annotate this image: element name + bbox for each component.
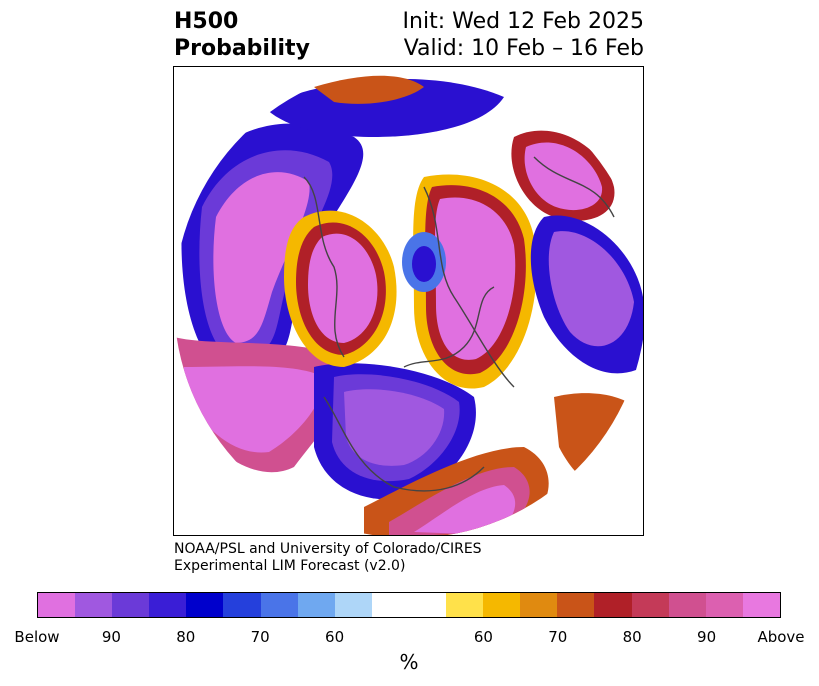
colorbar-segment bbox=[668, 593, 706, 617]
colorbar-segment bbox=[742, 593, 780, 617]
colorbar-segment bbox=[223, 593, 261, 617]
colorbar-segment bbox=[483, 593, 521, 617]
colorbar-unit: % bbox=[399, 650, 419, 674]
polar-map bbox=[173, 66, 644, 536]
colorbar-segment bbox=[112, 593, 150, 617]
colorbar-segment bbox=[557, 593, 595, 617]
credit-line-1: NOAA/PSL and University of Colorado/CIRE… bbox=[174, 541, 482, 557]
colorbar-tick-label: 80 bbox=[622, 628, 642, 646]
colorbar-segment bbox=[186, 593, 224, 617]
colorbar-segment bbox=[260, 593, 298, 617]
colorbar-segment bbox=[38, 593, 76, 617]
colorbar-segment bbox=[631, 593, 669, 617]
colorbar-segment bbox=[297, 593, 335, 617]
colorbar-segment bbox=[446, 593, 484, 617]
colorbar-segment bbox=[520, 593, 558, 617]
colorbar bbox=[37, 592, 781, 618]
colorbar-tick-label: 80 bbox=[176, 628, 196, 646]
colorbar-segment bbox=[334, 593, 372, 617]
colorbar-segment bbox=[408, 593, 447, 617]
colorbar-tick-label: 90 bbox=[101, 628, 121, 646]
title-line-2: Probability bbox=[174, 36, 310, 61]
colorbar-segment bbox=[371, 593, 409, 617]
coastlines bbox=[303, 156, 615, 492]
credit-line-2: Experimental LIM Forecast (v2.0) bbox=[174, 558, 406, 574]
title-line-1: H500 bbox=[174, 9, 239, 34]
north-pole-marker bbox=[404, 299, 412, 307]
polar-map-svg bbox=[174, 67, 643, 535]
colorbar-tick-label: Above bbox=[757, 628, 805, 646]
colorbar-tick-label: 70 bbox=[548, 628, 568, 646]
valid-range: Valid: 10 Feb – 16 Feb bbox=[403, 36, 644, 61]
colorbar-segment bbox=[594, 593, 632, 617]
colorbar-segment bbox=[75, 593, 113, 617]
colorbar-tick-label: 90 bbox=[697, 628, 717, 646]
credit-text: NOAA/PSL and University of Colorado/CIRE… bbox=[174, 541, 482, 575]
chart-title: H500 Probability bbox=[174, 8, 310, 62]
forecast-dates: Init: Wed 12 Feb 2025 Valid: 10 Feb – 16… bbox=[403, 8, 644, 62]
colorbar-tick-label: 70 bbox=[250, 628, 270, 646]
colorbar-tick-label: 60 bbox=[473, 628, 493, 646]
probability-field bbox=[174, 67, 643, 535]
colorbar-segment bbox=[149, 593, 187, 617]
init-date: Init: Wed 12 Feb 2025 bbox=[402, 9, 644, 34]
colorbar-tick-label: 60 bbox=[325, 628, 345, 646]
colorbar-tick-label: Below bbox=[14, 628, 60, 646]
colorbar-segment bbox=[705, 593, 743, 617]
